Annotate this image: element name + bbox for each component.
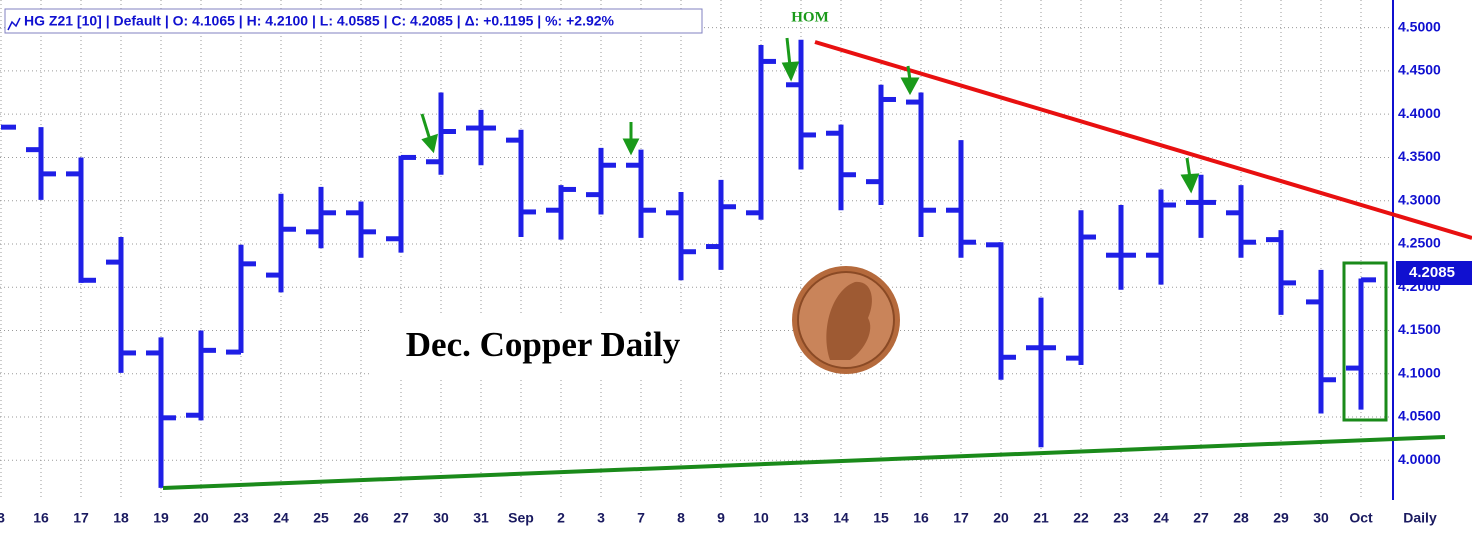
x-tick-label: 26 — [353, 510, 369, 526]
x-tick-label: 7 — [637, 510, 645, 526]
x-tick-label: 31 — [473, 510, 489, 526]
x-tick-label: 23 — [233, 510, 249, 526]
y-tick-label: 4.0500 — [1398, 408, 1441, 424]
legend-text: HG Z21 [10] | Default | O: 4.1065 | H: 4… — [24, 13, 615, 29]
x-tick-label: 19 — [153, 510, 169, 526]
y-tick-label: 4.1500 — [1398, 321, 1441, 337]
x-tick-label: 14 — [833, 510, 849, 526]
y-tick-label: 4.4000 — [1398, 105, 1441, 121]
x-tick-label: 29 — [1273, 510, 1289, 526]
x-tick-label: 10 — [753, 510, 769, 526]
last-price: 4.2085 — [1409, 264, 1455, 281]
chart-title: Dec. Copper Daily — [406, 325, 681, 364]
highlight-box — [1342, 261, 1388, 422]
x-tick-label: 21 — [1033, 510, 1049, 526]
x-tick-label: 16 — [913, 510, 929, 526]
legend-box — [4, 8, 703, 34]
x-tick-label: 24 — [273, 510, 289, 526]
axes: 4.00004.05004.10004.15004.20004.25004.30… — [0, 18, 1441, 525]
legend-icon — [7, 17, 21, 31]
period-label: Daily — [1403, 510, 1437, 526]
title-bg — [372, 315, 717, 377]
x-tick-label: 17 — [953, 510, 969, 526]
x-tick-label: 16 — [33, 510, 49, 526]
x-tick-label: 20 — [193, 510, 209, 526]
annotation: HOM — [791, 9, 829, 25]
x-tick-label: 18 — [113, 510, 129, 526]
x-tick-label: 23 — [1113, 510, 1129, 526]
penny — [792, 266, 900, 374]
x-tick-label: 9 — [717, 510, 725, 526]
x-tick-label: 30 — [433, 510, 449, 526]
x-tick-label: 20 — [993, 510, 1009, 526]
resistance-trendline — [814, 40, 1472, 240]
x-tick-label: 13 — [793, 510, 809, 526]
x-tick-label: 15 — [873, 510, 889, 526]
x-tick-label: 25 — [313, 510, 329, 526]
x-tick-label: 2 — [557, 510, 565, 526]
last-price-box — [1396, 261, 1472, 285]
support-trendline — [162, 435, 1446, 490]
y-tick-label: 4.1000 — [1398, 364, 1441, 380]
bars — [1, 39, 1376, 488]
x-tick-label: 3 — [597, 510, 605, 526]
y-tick-label: 4.4500 — [1398, 62, 1441, 78]
x-tick-label: Sep — [508, 510, 534, 526]
x-tick-label: Oct — [1349, 510, 1373, 526]
x-tick-label: 22 — [1073, 510, 1089, 526]
x-tick-label: 3 — [0, 510, 5, 526]
x-tick-label: 28 — [1233, 510, 1249, 526]
y-tick-label: 4.2500 — [1398, 235, 1441, 251]
x-tick-label: 24 — [1153, 510, 1169, 526]
y-tick-label: 4.3500 — [1398, 148, 1441, 164]
x-tick-label: 30 — [1313, 510, 1329, 526]
y-tick-label: 4.3000 — [1398, 191, 1441, 207]
x-tick-label: 17 — [73, 510, 89, 526]
arrows — [420, 37, 1200, 194]
y-tick-label: 4.0000 — [1398, 451, 1441, 467]
x-tick-label: 27 — [393, 510, 409, 526]
x-tick-label: 27 — [1193, 510, 1209, 526]
x-tick-label: 8 — [677, 510, 685, 526]
y-tick-label: 4.5000 — [1398, 18, 1441, 34]
